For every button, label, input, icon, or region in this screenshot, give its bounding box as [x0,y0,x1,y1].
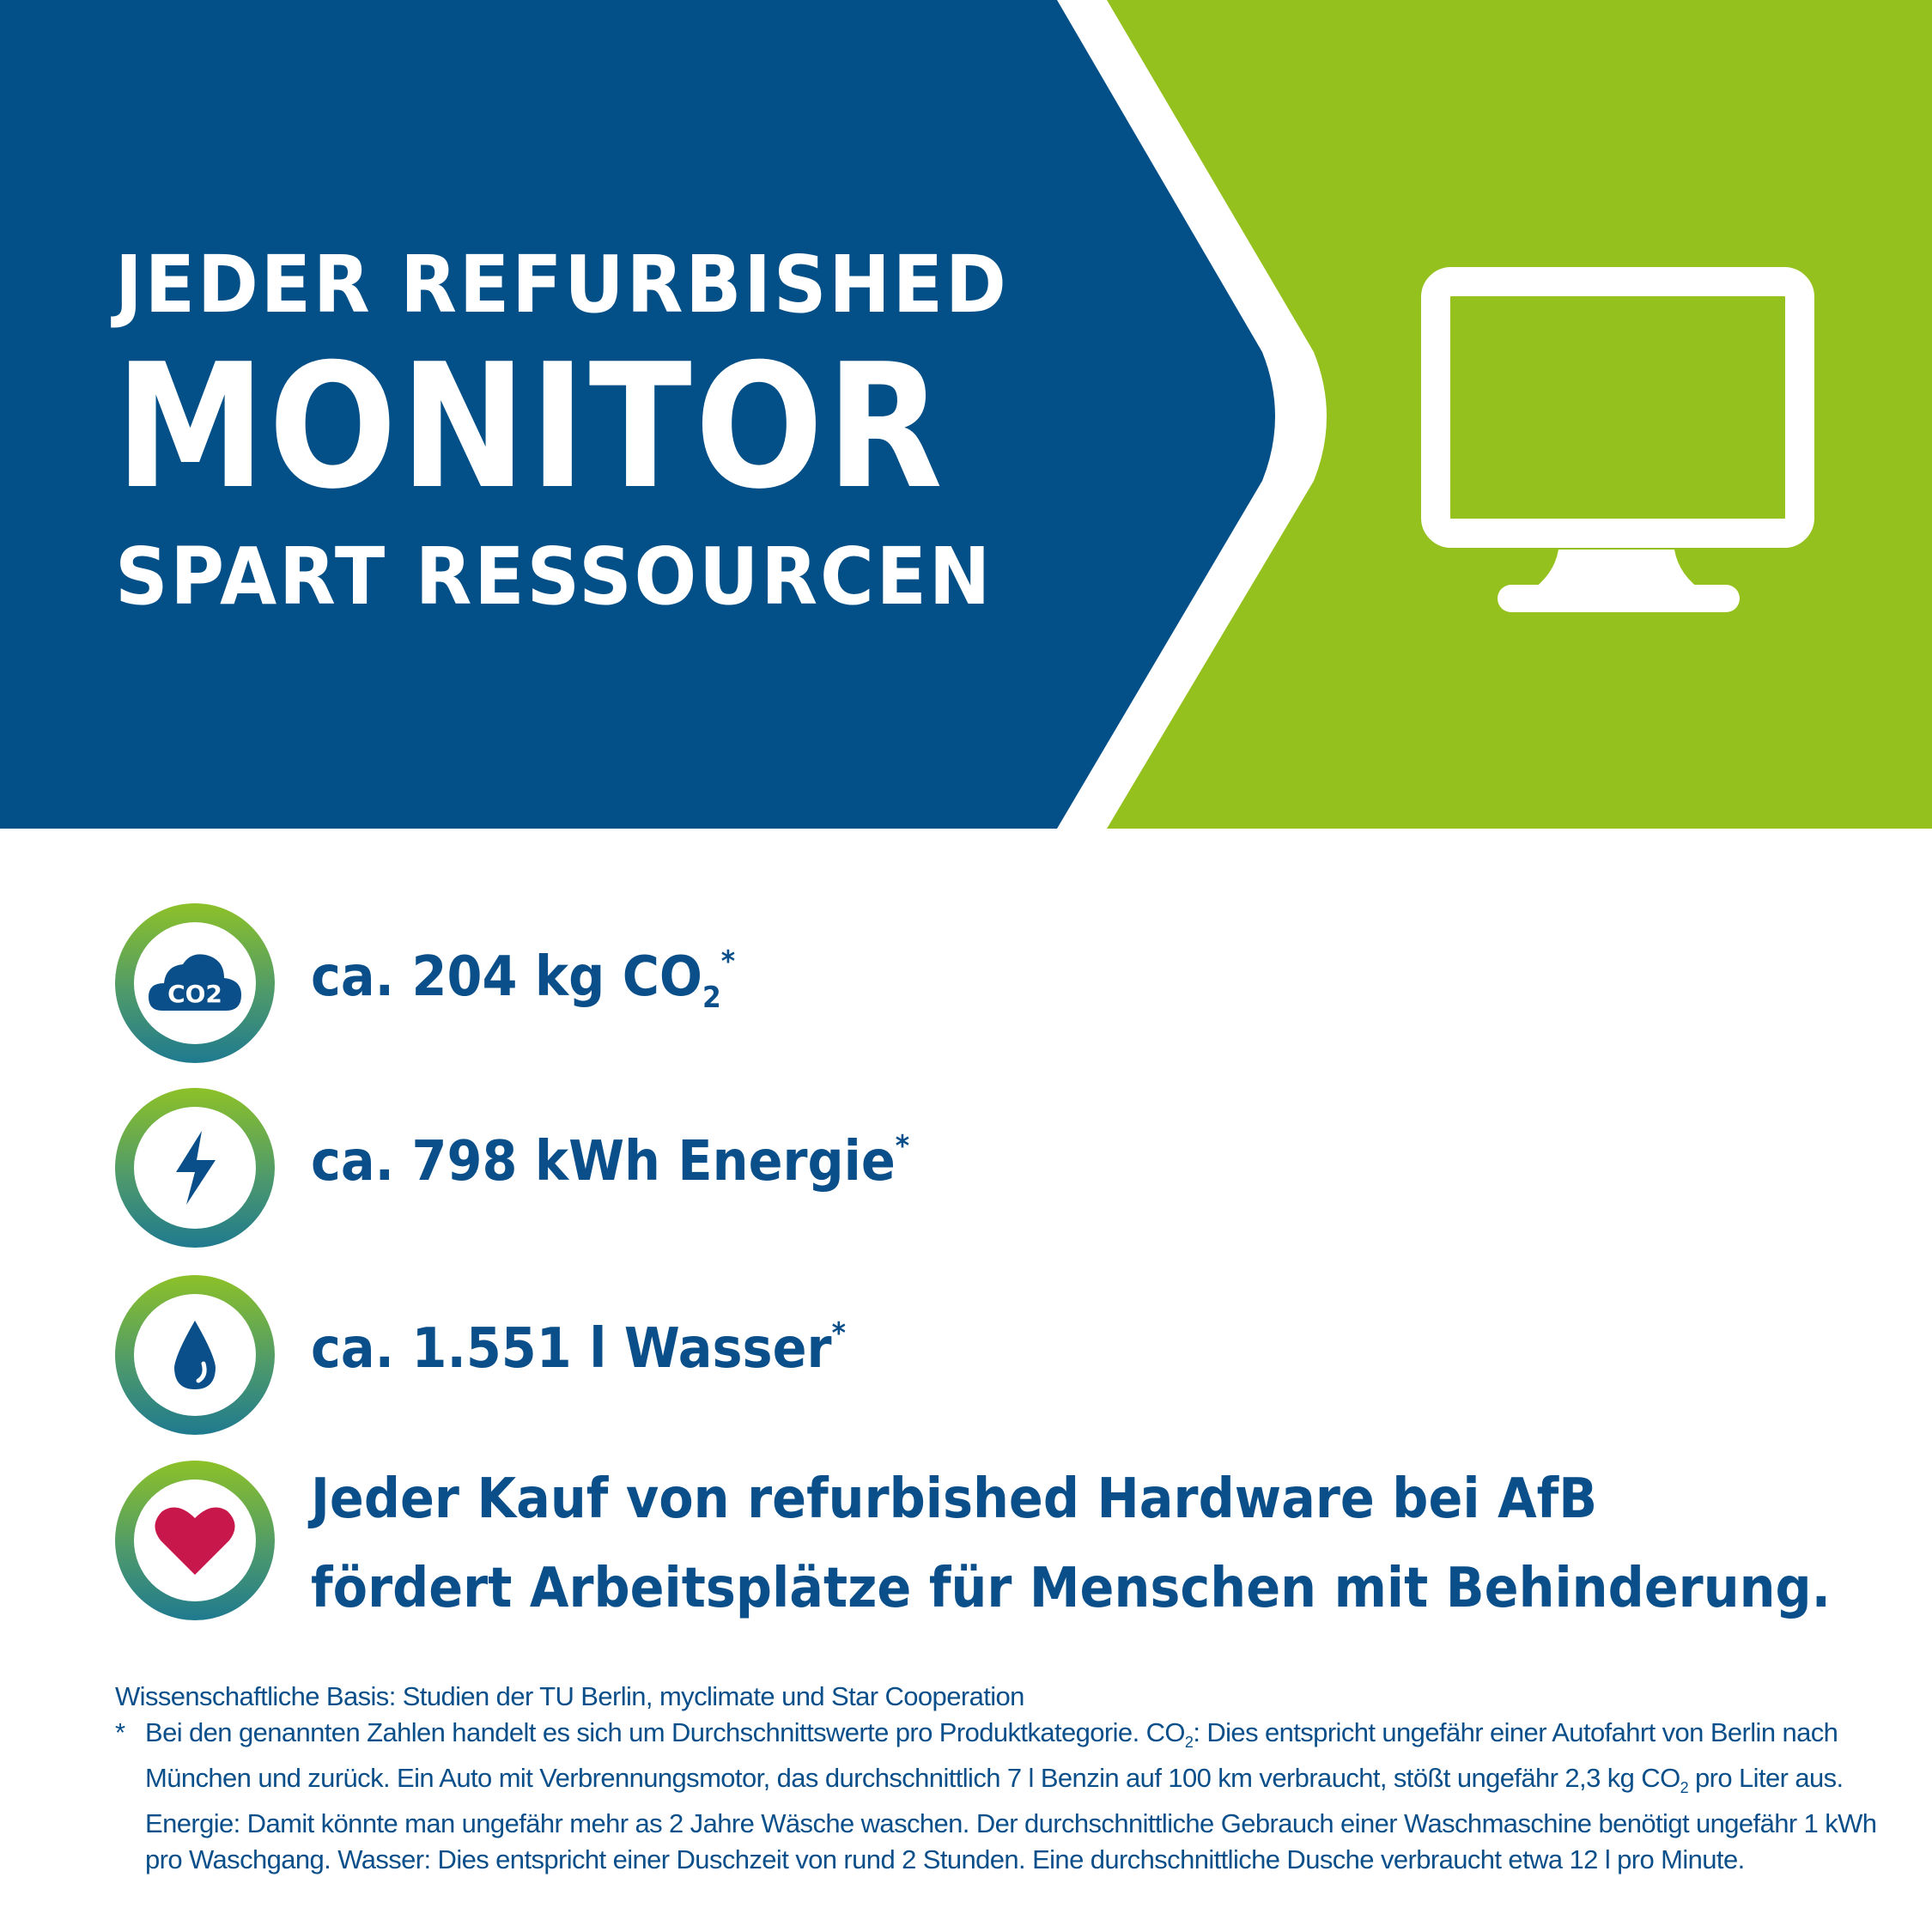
stat-social: Jeder Kauf von refurbished Hardware bei … [0,1461,1932,1620]
footnote: * Bei den genannten Zahlen handelt es sic… [115,1717,1877,1875]
stat-co2: CO2 ca. 204 kg CO2* [0,903,1932,1063]
co2-cloud-icon: CO2 [149,954,241,1011]
social-line-1: Jeder Kauf von refurbished Hardware bei … [311,1467,1598,1531]
headline-product: MONITOR [115,327,946,527]
social-line-2: fördert Arbeitsplätze für Menschen mit B… [311,1557,1832,1620]
footnotes: Wissenschaftliche Basis: Studien der TU … [115,1679,1910,1878]
co2-icon-ring: CO2 [115,903,275,1063]
water-icon-ring [115,1275,275,1435]
energy-value: ca. 798 kWh Energie* [311,1129,910,1194]
energy-icon-ring [115,1088,275,1248]
header-banner [0,0,1932,829]
headline-line-3: SPART RESSOURCEN [115,531,993,623]
heart-icon [155,1507,235,1575]
scientific-basis: Wissenschaftliche Basis: Studien der TU … [115,1681,1024,1711]
water-drop-icon [174,1321,216,1389]
water-value: ca. 1.551 l Wasser* [311,1316,846,1381]
blue-chevron [0,0,1275,829]
svg-text:CO2: CO2 [167,980,222,1008]
headline-line-1: JEDER REFURBISHED [115,239,1009,331]
stat-water: ca. 1.551 l Wasser* [0,1275,1932,1435]
stat-energy: ca. 798 kWh Energie* [0,1088,1932,1248]
lightning-icon [176,1131,216,1205]
co2-value: ca. 204 kg CO2* [311,945,736,1015]
monitor-icon [1421,267,1814,612]
heart-icon-ring [115,1461,275,1620]
